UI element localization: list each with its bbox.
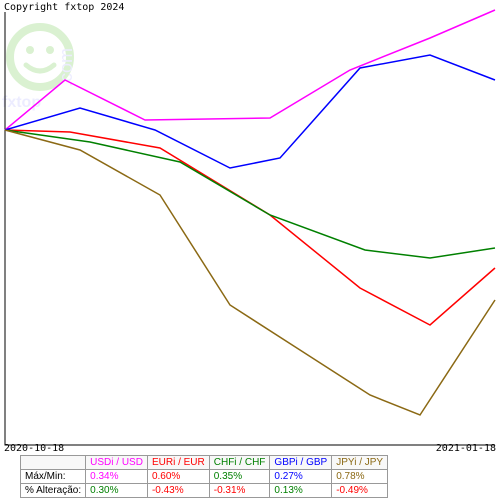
- table-row-maxmin: Máx/Min: 0.34% 0.60% 0.35% 0.27% 0.78%: [21, 470, 388, 484]
- header-jpy: JPYi / JPY: [332, 456, 388, 470]
- x-axis-start-label: 2020-10-18: [4, 443, 64, 454]
- series-eurieur: [5, 130, 495, 325]
- stats-table: USDi / USD EURi / EUR CHFi / CHF GBPi / …: [20, 455, 388, 498]
- series-jpyijpy: [5, 130, 495, 415]
- series-usdiusd: [5, 10, 495, 130]
- x-axis-end-label: 2021-01-18: [436, 443, 496, 454]
- table-row-change: % Alteração: 0.30% -0.43% -0.31% 0.13% -…: [21, 484, 388, 498]
- currency-line-chart: [0, 0, 500, 455]
- header-chf: CHFi / CHF: [209, 456, 270, 470]
- header-blank: [21, 456, 86, 470]
- header-usd: USDi / USD: [86, 456, 148, 470]
- maxmin-label: Máx/Min:: [21, 470, 86, 484]
- copyright-text: Copyright fxtop 2024: [4, 2, 124, 13]
- header-eur: EURi / EUR: [147, 456, 209, 470]
- table-header-row: USDi / USD EURi / EUR CHFi / CHF GBPi / …: [21, 456, 388, 470]
- header-gbp: GBPi / GBP: [270, 456, 332, 470]
- change-label: % Alteração:: [21, 484, 86, 498]
- series-gbpigbp: [5, 55, 495, 168]
